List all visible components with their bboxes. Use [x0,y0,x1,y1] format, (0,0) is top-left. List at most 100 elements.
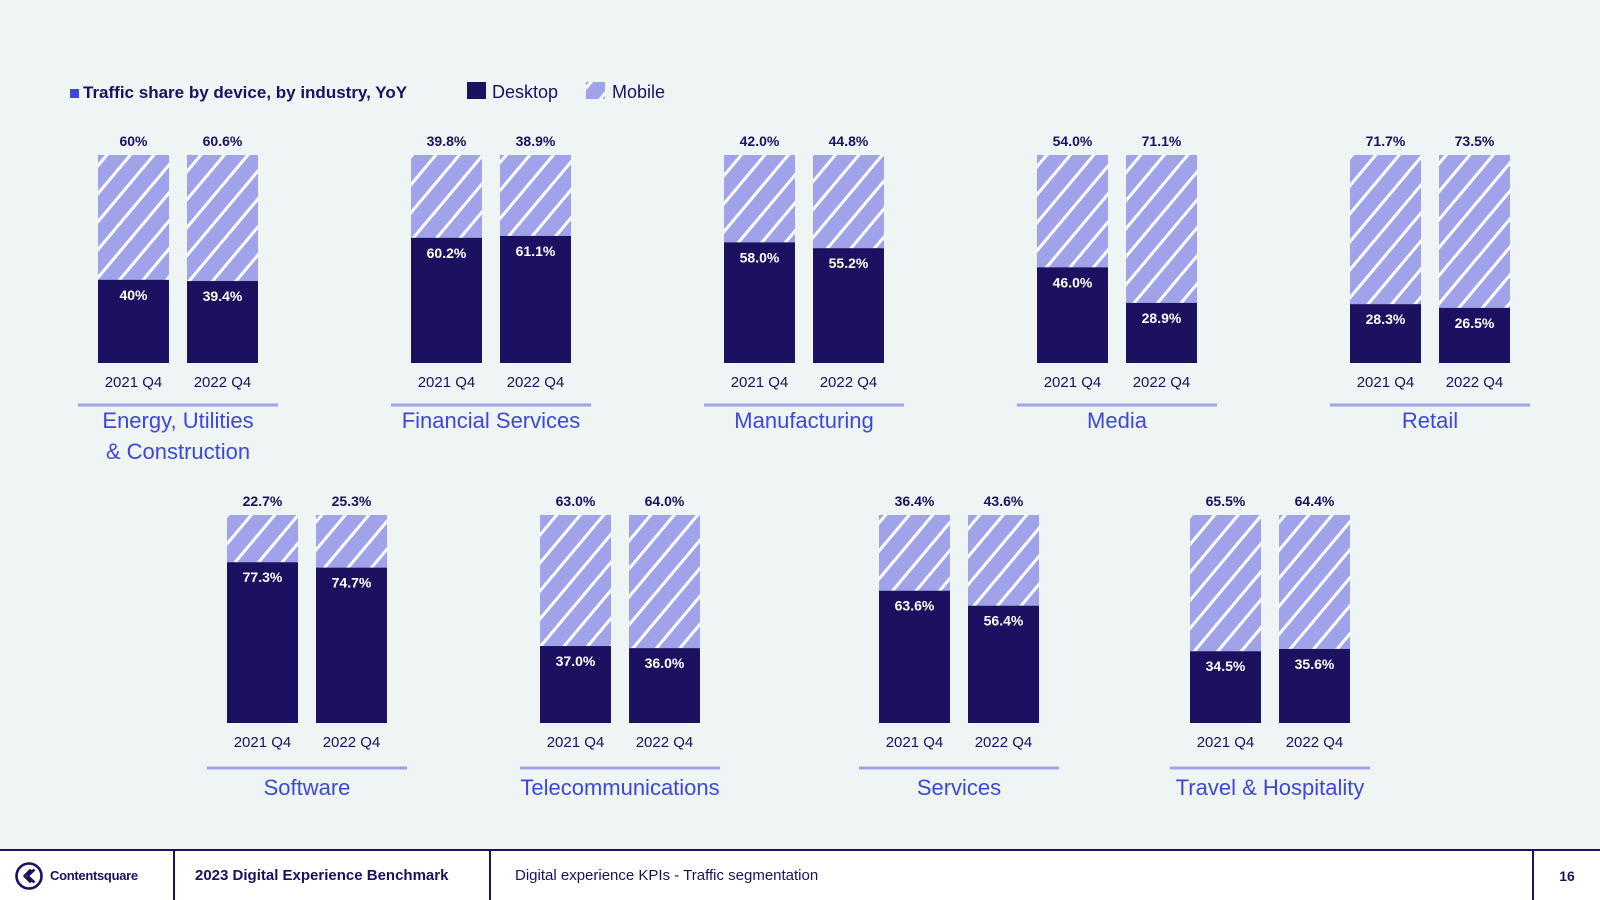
industry-label-software: Software [264,775,351,800]
tick-label-services-2022: 2022 Q4 [975,734,1033,751]
tick-label-financial-services-2021: 2021 Q4 [418,374,476,391]
bar-desktop-manufacturing-2022 [813,248,884,363]
bar-desktop-software-2022 [316,567,387,723]
label-desktop-financial-services-2021: 60.2% [427,245,467,261]
tick-label-travel-hospitality-2022: 2022 Q4 [1286,734,1344,751]
panel-manufacturing: 42.0% 58.0% 2021 Q4 44.8% 55.2% 2022 Q4 Manufa… [704,133,904,433]
label-mobile-telecommunications-2021: 63.0% [556,493,596,509]
legend: Traffic share by device, by industry, Yo… [70,82,665,102]
bar-desktop-services-2021 [879,590,950,723]
bar-desktop-travel-hospitality-2021 [1190,651,1261,723]
industry-label-financial-services: Financial Services [402,408,581,433]
label-desktop-software-2021: 77.3% [243,569,283,585]
panel-retail: 71.7% 28.3% 2021 Q4 73.5% 26.5% 2022 Q4 Retail [1330,133,1530,433]
tick-label-retail-2022: 2022 Q4 [1446,374,1504,391]
bar-mobile-retail-2021 [1350,155,1421,305]
label-desktop-media-2021: 46.0% [1053,274,1093,290]
tick-label-media-2022: 2022 Q4 [1133,374,1191,391]
legend-desktop-label: Desktop [492,82,558,102]
industry-label-telecommunications: Telecommunications [520,775,719,800]
industry-label-retail: Retail [1402,408,1458,433]
bar-mobile-manufacturing-2021 [724,155,795,243]
legend-desktop-swatch [467,82,486,99]
footer-logo: Contentsquare [0,851,175,900]
panel-services: 36.4% 63.6% 2021 Q4 43.6% 56.4% 2022 Q4 Servic… [859,493,1059,800]
bar-desktop-retail-2022 [1439,307,1510,363]
industry-label-media: Media [1087,408,1148,433]
bar-desktop-financial-services-2021 [411,237,482,363]
footer-report-title: 2023 Digital Experience Benchmark [175,851,491,900]
bar-mobile-software-2022 [316,515,387,568]
page-number: 16 [1559,867,1575,884]
label-desktop-services-2021: 63.6% [895,598,935,614]
footer: Contentsquare 2023 Digital Experience Be… [0,849,1600,900]
label-mobile-travel-hospitality-2022: 64.4% [1295,493,1335,509]
bar-mobile-telecommunications-2021 [540,515,611,647]
panel-software: 22.7% 77.3% 2021 Q4 25.3% 74.7% 2022 Q4 Softwa… [207,493,407,800]
label-desktop-manufacturing-2022: 55.2% [829,255,869,271]
industry-panels: 60% 40% 2021 Q4 60.6% 39.4% 2022 Q4 Energy, Ut… [78,133,1530,800]
tick-label-retail-2021: 2021 Q4 [1357,374,1415,391]
bar-mobile-travel-hospitality-2021 [1190,515,1261,652]
panel-energy-utilities-construction: 60% 40% 2021 Q4 60.6% 39.4% 2022 Q4 Energy, Ut… [78,133,278,464]
bar-desktop-financial-services-2022 [500,235,571,363]
bar-desktop-media-2022 [1126,302,1197,363]
label-desktop-manufacturing-2021: 58.0% [740,249,780,265]
label-desktop-services-2022: 56.4% [984,613,1024,629]
bar-desktop-energy-utilities-construction-2022 [187,281,258,363]
tick-label-services-2021: 2021 Q4 [886,734,944,751]
label-mobile-media-2022: 71.1% [1142,133,1182,149]
tick-label-manufacturing-2022: 2022 Q4 [820,374,878,391]
industry-label-energy-utilities-construction: Energy, Utilities & Construction [102,408,253,464]
tick-label-telecommunications-2022: 2022 Q4 [636,734,694,751]
bar-desktop-energy-utilities-construction-2021 [98,279,169,363]
bar-mobile-retail-2022 [1439,155,1510,308]
tick-label-financial-services-2022: 2022 Q4 [507,374,565,391]
label-desktop-media-2022: 28.9% [1142,310,1182,326]
footer-brand: Contentsquare [50,868,138,883]
bar-desktop-manufacturing-2021 [724,242,795,363]
bar-mobile-financial-services-2021 [411,155,482,238]
panel-financial-services: 39.8% 60.2% 2021 Q4 38.9% 61.1% 2022 Q4 Financ… [391,133,591,433]
bar-mobile-media-2022 [1126,155,1197,303]
legend-mobile-label: Mobile [612,82,665,102]
legend-title: Traffic share by device, by industry, Yo… [83,83,408,102]
bar-mobile-software-2021 [227,515,298,563]
bar-mobile-services-2022 [968,515,1039,606]
bar-desktop-telecommunications-2021 [540,646,611,723]
tick-label-software-2021: 2021 Q4 [234,734,292,751]
label-mobile-travel-hospitality-2021: 65.5% [1206,493,1246,509]
industry-label-travel-hospitality: Travel & Hospitality [1176,775,1365,800]
tick-label-telecommunications-2021: 2021 Q4 [547,734,605,751]
label-mobile-media-2021: 54.0% [1053,133,1093,149]
footer-section: Digital experience KPIs - Traffic segmen… [491,851,1534,900]
tick-label-travel-hospitality-2021: 2021 Q4 [1197,734,1255,751]
bar-desktop-media-2021 [1037,267,1108,363]
bar-desktop-telecommunications-2022 [629,648,700,723]
label-desktop-financial-services-2022: 61.1% [516,243,556,259]
industry-label-services: Services [917,775,1001,800]
label-mobile-energy-utilities-construction-2021: 60% [119,133,148,149]
label-desktop-telecommunications-2021: 37.0% [556,653,596,669]
tick-label-energy-utilities-construction-2022: 2022 Q4 [194,374,252,391]
panel-media: 54.0% 46.0% 2021 Q4 71.1% 28.9% 2022 Q4 Media [1017,133,1217,433]
label-desktop-energy-utilities-construction-2022: 39.4% [203,288,243,304]
bar-mobile-energy-utilities-construction-2021 [98,155,169,280]
bar-mobile-energy-utilities-construction-2022 [187,155,258,282]
label-desktop-travel-hospitality-2021: 34.5% [1206,658,1246,674]
label-mobile-telecommunications-2022: 64.0% [645,493,685,509]
label-mobile-manufacturing-2021: 42.0% [740,133,780,149]
label-mobile-software-2021: 22.7% [243,493,283,509]
label-mobile-services-2022: 43.6% [984,493,1024,509]
tick-label-energy-utilities-construction-2021: 2021 Q4 [105,374,163,391]
label-mobile-retail-2022: 73.5% [1455,133,1495,149]
bar-desktop-retail-2021 [1350,304,1421,363]
label-mobile-software-2022: 25.3% [332,493,372,509]
label-mobile-manufacturing-2022: 44.8% [829,133,869,149]
label-mobile-services-2021: 36.4% [895,493,935,509]
contentsquare-logo-icon [15,861,43,890]
tick-label-manufacturing-2021: 2021 Q4 [731,374,789,391]
bar-desktop-travel-hospitality-2022 [1279,648,1350,723]
label-desktop-retail-2022: 26.5% [1455,315,1495,331]
stacked-bar-chart: Traffic share by device, by industry, Yo… [70,82,1530,800]
